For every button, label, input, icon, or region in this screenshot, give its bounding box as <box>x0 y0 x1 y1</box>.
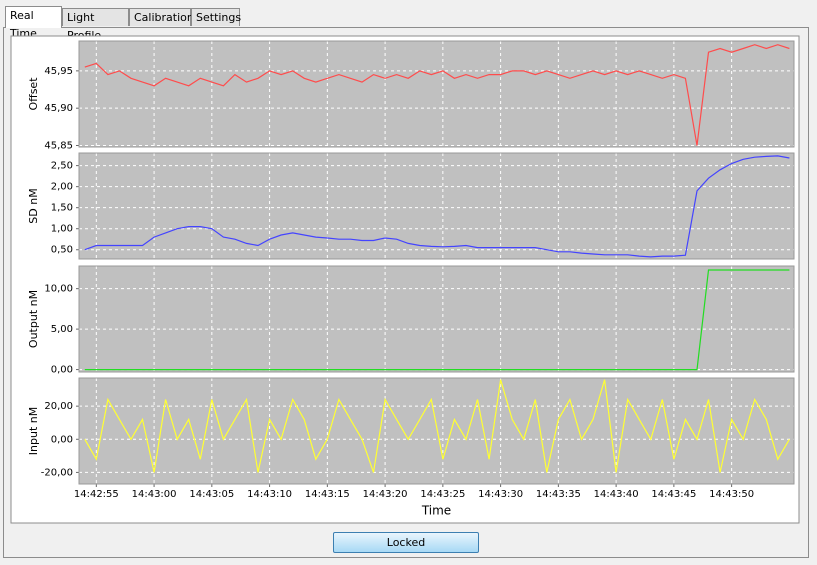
x-tick-label: 14:43:05 <box>189 489 234 500</box>
y-tick-label: 5,00 <box>51 324 73 335</box>
plot-border <box>78 40 795 148</box>
locked-button[interactable]: Locked <box>333 532 479 553</box>
x-tick-label: 14:43:00 <box>132 489 177 500</box>
y-tick-label: 45,95 <box>44 66 73 77</box>
y-tick-label: 1,00 <box>51 224 73 235</box>
x-tick-label: 14:43:30 <box>478 489 523 500</box>
charts: 45,85 45,90 45,95 Offset 0,50 1,00 1,50 2,00 2,5… <box>10 35 800 524</box>
series-line <box>84 44 790 146</box>
y-tick-label: 1,50 <box>51 203 73 214</box>
y-tick-label: 20,00 <box>44 401 73 412</box>
plot-background <box>79 266 794 372</box>
y-tick-label: -20,00 <box>41 467 73 478</box>
y-tick-label: 2,00 <box>51 182 73 193</box>
x-tick-label: 14:43:35 <box>536 489 581 500</box>
tab[interactable]: Calibration <box>129 8 194 26</box>
y-tick-label: 0,00 <box>51 434 73 445</box>
x-tick-label: 14:43:40 <box>594 489 639 500</box>
y-tick-label: 0,00 <box>51 365 73 376</box>
y-axis-label: Offset <box>27 77 40 111</box>
x-tick-label: 14:43:50 <box>709 489 754 500</box>
x-tick-label: 14:43:45 <box>651 489 696 500</box>
y-tick-label: 0,50 <box>51 245 73 256</box>
y-axis-label: Input nM <box>27 407 40 455</box>
plot-border <box>78 377 795 485</box>
plot-border <box>78 265 795 373</box>
x-tick-label: 14:43:15 <box>305 489 350 500</box>
x-tick-label: 14:43:20 <box>363 489 408 500</box>
x-axis-label: Time <box>421 504 451 518</box>
y-tick-label: 10,00 <box>44 284 73 295</box>
plot-background <box>79 41 794 147</box>
x-tick-label: 14:43:25 <box>420 489 465 500</box>
plot-background <box>79 153 794 259</box>
y-axis-label: SD nM <box>27 188 40 223</box>
plot-background <box>79 378 794 484</box>
series-line <box>84 155 790 258</box>
y-tick-label: 45,85 <box>44 141 73 152</box>
plot-border <box>78 152 795 260</box>
series-line <box>84 269 790 371</box>
tab[interactable]: Settings <box>191 8 241 26</box>
y-axis-label: Output nM <box>27 290 40 348</box>
x-tick-label: 14:43:10 <box>247 489 292 500</box>
y-tick-label: 2,50 <box>51 161 73 172</box>
series-line <box>84 379 790 473</box>
y-tick-label: 45,90 <box>44 103 73 114</box>
x-tick-label: 14:42:55 <box>74 489 119 500</box>
